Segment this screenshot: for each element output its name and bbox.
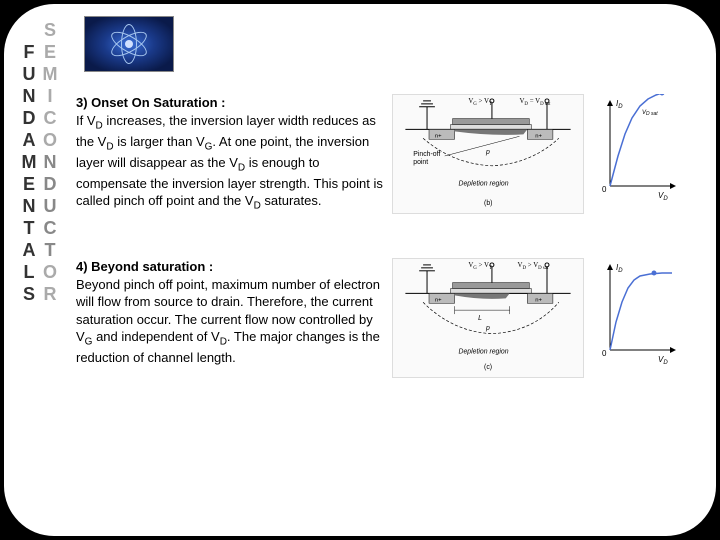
svg-text:L: L <box>478 315 482 322</box>
svg-text:p: p <box>485 149 490 156</box>
sidebar-line2: FUNDAMENTALS <box>19 20 39 306</box>
section-3-text: 3) Onset On Saturation : If VD increases… <box>76 94 384 214</box>
svg-text:VG > VT: VG > VT <box>468 262 492 271</box>
svg-text:n+: n+ <box>435 133 442 139</box>
logo-image <box>84 16 174 72</box>
section-3-body: If VD increases, the inversion layer wid… <box>76 113 383 209</box>
slide-frame: SEMICONDUCTOR FUNDAMENTALS 3) Onset On S… <box>4 4 716 536</box>
svg-text:Depletion region: Depletion region <box>459 348 509 355</box>
section-3-title: 3) Onset On Saturation : <box>76 95 226 110</box>
svg-text:0: 0 <box>602 185 607 194</box>
sidebar-title: SEMICONDUCTOR FUNDAMENTALS <box>18 20 60 536</box>
section-4-graph: ID VD 0 <box>598 258 680 368</box>
svg-text:VD: VD <box>658 355 668 366</box>
section-3-graph: ID VD 0 VD sat <box>598 94 680 204</box>
svg-text:ID: ID <box>616 263 623 274</box>
svg-text:point: point <box>413 159 428 166</box>
svg-text:n+: n+ <box>535 133 542 139</box>
svg-text:Pinch-off: Pinch-off <box>413 151 440 158</box>
svg-text:ID: ID <box>616 99 623 110</box>
section-3-diagram: VG > VT VD = VD sat n+ n+ Pinch-off poin… <box>392 94 584 214</box>
svg-text:(c): (c) <box>484 364 492 371</box>
svg-text:p: p <box>485 325 490 332</box>
svg-text:n+: n+ <box>435 297 442 303</box>
section-4-title: 4) Beyond saturation : <box>76 259 213 274</box>
sidebar-line1: SEMICONDUCTOR <box>40 20 60 306</box>
svg-text:n+: n+ <box>535 297 542 303</box>
content-area: 3) Onset On Saturation : If VD increases… <box>76 94 704 524</box>
svg-text:VG > VT: VG > VT <box>468 98 492 107</box>
section-3: 3) Onset On Saturation : If VD increases… <box>76 94 704 214</box>
section-4-text: 4) Beyond saturation : Beyond pinch off … <box>76 258 384 378</box>
section-4-body: Beyond pinch off point, maximum number o… <box>76 277 380 366</box>
svg-text:VD sat: VD sat <box>642 110 658 117</box>
section-4-diagram: VG > VT VD > VD sat n+ n+ L p Depletion … <box>392 258 584 378</box>
svg-text:(b): (b) <box>484 200 492 207</box>
svg-text:Depletion region: Depletion region <box>459 180 509 187</box>
svg-text:VD: VD <box>658 191 668 202</box>
svg-text:0: 0 <box>602 349 607 358</box>
section-4: 4) Beyond saturation : Beyond pinch off … <box>76 258 704 378</box>
svg-text:VD > VD sat: VD > VD sat <box>518 262 550 271</box>
